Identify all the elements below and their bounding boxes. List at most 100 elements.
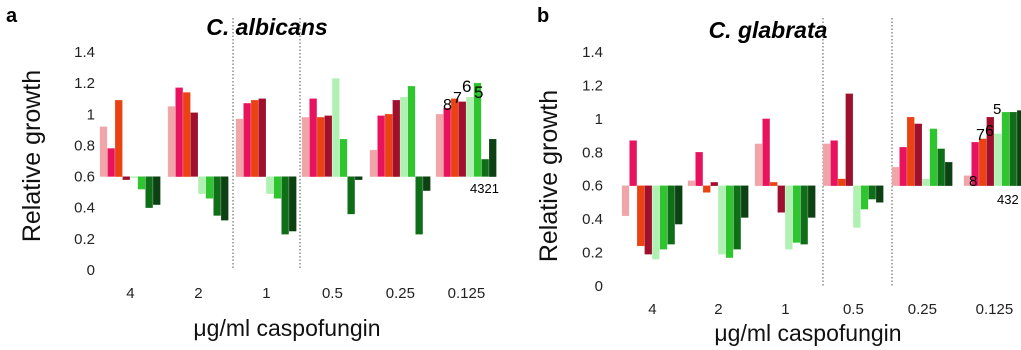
- series-number-annotation: 8: [443, 97, 452, 114]
- bar-1-4: [153, 176, 161, 205]
- panel-b-letter: b: [537, 5, 549, 27]
- bar-1-2: [741, 185, 749, 218]
- series-number-annotation: 7: [976, 127, 985, 144]
- bar-8-0_25: [369, 149, 378, 177]
- bar-3-2: [205, 176, 214, 199]
- bar-5-0_5: [324, 115, 332, 177]
- bar-5-0_5: [845, 93, 853, 186]
- bar-3-0_125: [473, 82, 482, 177]
- bar-6-1: [251, 100, 259, 177]
- series-number-annotation: 8: [969, 173, 977, 190]
- bar-2-1: [800, 185, 808, 245]
- bar-8-0_5: [822, 143, 831, 186]
- series-number-annotation: 6: [985, 123, 994, 140]
- bar-1-0_25: [423, 176, 431, 191]
- bar-8-2: [687, 180, 696, 186]
- bar-5-2: [710, 182, 718, 186]
- y-tick-label: 0: [595, 278, 603, 295]
- x-tick-label: 0.25: [386, 285, 415, 302]
- bar-3-0_5: [860, 185, 869, 210]
- y-tick-label: 1.4: [74, 44, 95, 61]
- series-number-annotation: 432: [997, 192, 1019, 207]
- x-tick-label: 1: [262, 285, 270, 302]
- bar-3-0_125: [1001, 112, 1010, 186]
- bar-5-2: [190, 112, 198, 177]
- y-tick-label: 0.2: [582, 245, 603, 262]
- series-number-annotation: 5: [474, 83, 483, 102]
- bar-7-1: [762, 118, 770, 186]
- bar-1-0_5: [355, 176, 363, 180]
- y-tick-label: 0.8: [74, 137, 95, 154]
- y-tick-label: 1.2: [582, 77, 603, 94]
- bar-8-0_25: [891, 167, 900, 186]
- bar-7-2: [695, 152, 703, 186]
- bar-6-0_125: [979, 138, 987, 186]
- x-tick-label: 4: [126, 285, 134, 302]
- y-tick-label: 0.6: [582, 178, 603, 195]
- y-tick-label: 1.4: [582, 44, 603, 61]
- bar-1-1: [808, 185, 816, 218]
- bar-1-0_5: [876, 185, 884, 203]
- x-tick-label: 0.25: [908, 301, 937, 318]
- bar-5-0_25: [392, 100, 400, 177]
- x-tick-label: 1: [781, 301, 789, 318]
- bar-7-4: [629, 140, 637, 186]
- panel-a-title: C. albicans: [206, 14, 327, 40]
- bar-2-0_5: [868, 185, 876, 200]
- y-tick-label: 0.4: [582, 211, 603, 228]
- x-tick-label: 0.125: [976, 301, 1014, 318]
- bar-3-1: [273, 176, 282, 199]
- bar-2-0_5: [347, 176, 355, 215]
- y-tick-label: 1: [595, 111, 603, 128]
- bar-1-0_125: [489, 139, 497, 177]
- bar-4-1: [266, 176, 274, 194]
- bar-2-0_25: [415, 176, 423, 235]
- bar-1-0_25: [945, 162, 953, 186]
- y-tick-label: 1.2: [74, 75, 95, 92]
- bar-7-1: [243, 103, 251, 177]
- bar-7-4: [107, 148, 115, 177]
- bar-4-0_25: [922, 178, 930, 186]
- bar-8-0_125: [963, 175, 972, 186]
- bar-8-1: [754, 143, 763, 186]
- panel-b-plot: 0 0.2 0.4 0.6 0.8 1 1.2 1.4 4 2 1 0.5 0.25 0.125 8 7 6 5 4…: [582, 18, 1021, 318]
- bar-6-1: [770, 182, 778, 186]
- bar-4-0_5: [853, 185, 861, 228]
- x-tick-label: 0.5: [322, 285, 343, 302]
- bar-5-4: [122, 176, 130, 180]
- bar-7-0_125: [443, 107, 451, 177]
- panel-a-letter: a: [6, 5, 18, 27]
- bar-6-2: [703, 185, 711, 193]
- bar-8-2: [167, 106, 176, 177]
- panel-a-plot: 0 0.2 0.4 0.6 0.8 1 1.2 1.4 4 2 1 0.5 0.25 0.125 8 76 5 4…: [74, 18, 499, 302]
- bar-2-2: [733, 185, 741, 250]
- bar-4-2: [718, 185, 726, 255]
- bar-5-1: [777, 185, 785, 213]
- bar-3-4: [137, 176, 146, 190]
- y-tick-label: 0.4: [74, 200, 95, 217]
- bar-4-4: [652, 185, 660, 260]
- bar-4-0_25: [400, 97, 408, 177]
- bar-2-0_125: [481, 159, 489, 177]
- bar-2-4: [667, 185, 675, 245]
- bar-4-0_5: [332, 78, 340, 177]
- y-tick-label: 0.6: [74, 169, 95, 186]
- bar-4-0_125: [466, 97, 474, 177]
- y-tick-label: 1: [87, 106, 95, 123]
- y-tick-label: 0: [87, 262, 95, 279]
- bar-4-0_125: [994, 133, 1002, 186]
- series-number-annotation: 5: [993, 101, 1001, 118]
- bar-1-2: [221, 176, 229, 221]
- bar-3-4: [659, 185, 668, 250]
- bar-6-0_5: [838, 178, 846, 186]
- bar-1-1: [289, 176, 297, 232]
- bar-5-0_25: [914, 123, 922, 186]
- panel-b-ylabel: Relative growth: [535, 90, 563, 262]
- bar-7-0_25: [899, 147, 907, 186]
- bar-8-1: [235, 118, 244, 177]
- bar-7-0_5: [830, 140, 838, 186]
- series-number-annotation: 6: [462, 77, 471, 96]
- bar-3-1: [792, 185, 801, 243]
- bar-8-0_125: [435, 114, 444, 177]
